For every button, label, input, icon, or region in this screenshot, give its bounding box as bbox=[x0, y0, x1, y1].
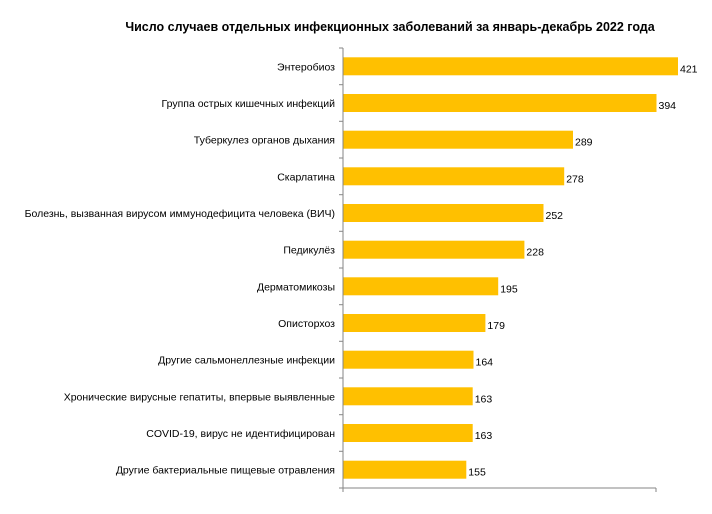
plot-area: Энтеробиоз 421 Группа острых кишечных инфе… bbox=[25, 47, 698, 492]
data-label: 155 bbox=[468, 467, 486, 479]
category-label: Скарлатина bbox=[277, 171, 335, 183]
data-label: 278 bbox=[566, 173, 584, 185]
category-label: COVID-19, вирус не идентифицирован bbox=[146, 428, 335, 440]
data-label: 228 bbox=[526, 247, 544, 259]
category-label: Дерматомикозы bbox=[257, 281, 335, 293]
category-label: Группа острых кишечных инфекций bbox=[162, 98, 336, 110]
data-label: 163 bbox=[475, 430, 493, 442]
data-label: 164 bbox=[476, 357, 494, 369]
chart-title: Число случаев отдельных инфекционных заб… bbox=[125, 20, 655, 34]
bar bbox=[343, 460, 467, 479]
category-label: Описторхоз bbox=[278, 318, 335, 330]
bar bbox=[343, 130, 573, 149]
bar bbox=[343, 387, 473, 406]
category-label: Другие бактериальные пищевые отравления bbox=[116, 465, 335, 477]
bar bbox=[343, 240, 525, 259]
bar bbox=[343, 57, 678, 76]
bar bbox=[343, 350, 474, 369]
data-label: 195 bbox=[500, 283, 518, 295]
bar bbox=[343, 167, 565, 186]
category-label: Туберкулез органов дыхания bbox=[194, 135, 335, 147]
data-label: 179 bbox=[487, 320, 505, 332]
data-label: 289 bbox=[575, 137, 593, 149]
data-label: 252 bbox=[546, 210, 564, 222]
bar bbox=[343, 314, 486, 332]
bar bbox=[343, 424, 473, 442]
category-label: Педикулёз bbox=[283, 245, 335, 257]
data-label: 163 bbox=[475, 393, 493, 405]
bar bbox=[343, 94, 657, 112]
bar bbox=[343, 277, 499, 296]
bar bbox=[343, 204, 544, 222]
data-label: 394 bbox=[659, 100, 677, 112]
category-label: Болезнь, вызванная вирусом иммунодефицит… bbox=[25, 208, 335, 220]
category-label: Хронические вирусные гепатиты, впервые в… bbox=[64, 391, 335, 403]
data-label: 421 bbox=[680, 63, 698, 75]
category-label: Энтеробиоз bbox=[277, 61, 335, 73]
category-label: Другие сальмонеллезные инфекции bbox=[158, 355, 335, 367]
